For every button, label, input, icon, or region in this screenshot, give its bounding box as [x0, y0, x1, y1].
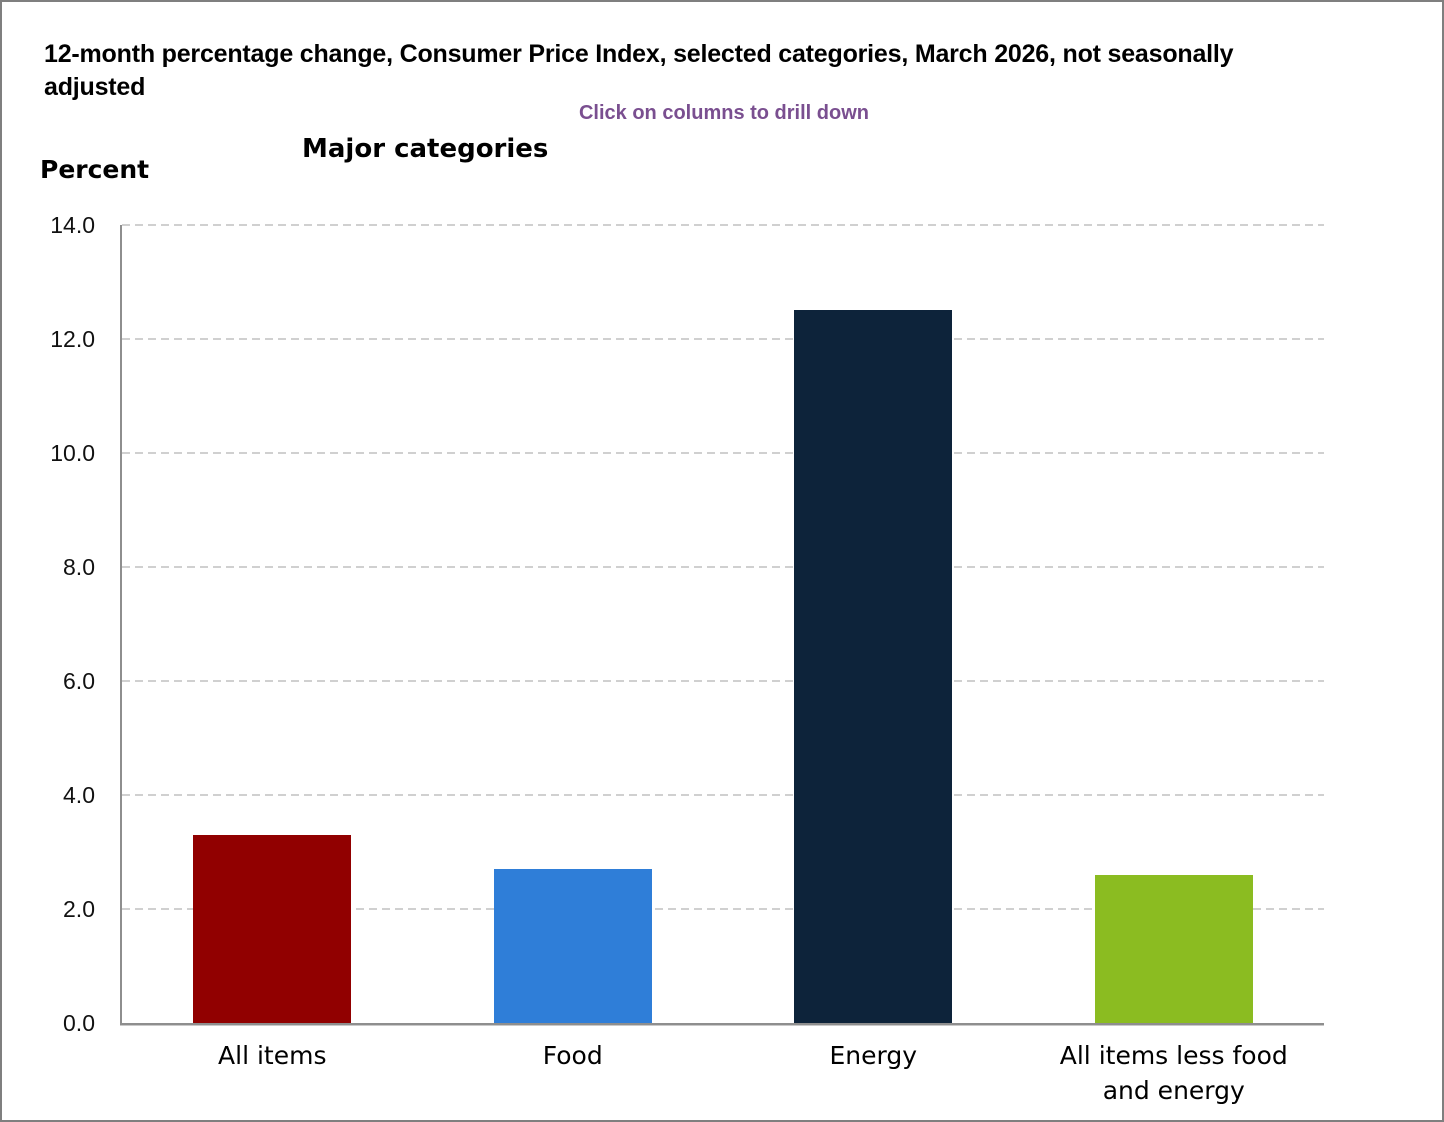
y-tick-label-14.0: 14.0 — [50, 212, 95, 238]
gridline-12.0 — [122, 338, 1324, 340]
y-tick-label-4.0: 4.0 — [63, 782, 95, 808]
y-tick-label-2.0: 2.0 — [63, 896, 95, 922]
y-tick-label-12.0: 12.0 — [50, 326, 95, 352]
bar-energy[interactable] — [794, 310, 953, 1023]
x-label-all-items: All items — [218, 1041, 327, 1070]
gridline-2.0 — [122, 908, 1324, 910]
y-tick-label-6.0: 6.0 — [63, 668, 95, 694]
gridline-10.0 — [122, 452, 1324, 454]
chart-title: 12-month percentage change, Consumer Pri… — [44, 40, 1234, 101]
x-label-all-items-less-food-and-energy: All items less food and energy — [1059, 1041, 1288, 1105]
y-tick-label-0.0: 0.0 — [63, 1010, 95, 1036]
chart-heading: Major categories — [302, 134, 549, 164]
drilldown-hint: Click on columns to drill down — [578, 102, 869, 124]
y-tick-label-10.0: 10.0 — [50, 440, 95, 466]
gridline-4.0 — [122, 794, 1324, 796]
gridline-8.0 — [122, 566, 1324, 568]
y-axis-title: Percent — [40, 155, 150, 184]
x-label-energy: Energy — [829, 1041, 918, 1070]
x-label-food: Food — [542, 1041, 603, 1070]
bar-all-items[interactable] — [193, 835, 352, 1023]
gridline-14.0 — [122, 224, 1324, 226]
x-axis-line — [120, 1023, 1324, 1026]
bar-food[interactable] — [493, 869, 652, 1023]
gridline-6.0 — [122, 680, 1324, 682]
y-tick-label-8.0: 8.0 — [63, 554, 95, 580]
plot-area — [120, 224, 1324, 1023]
bar-all-items-less-food-and-energy[interactable] — [1094, 875, 1253, 1023]
